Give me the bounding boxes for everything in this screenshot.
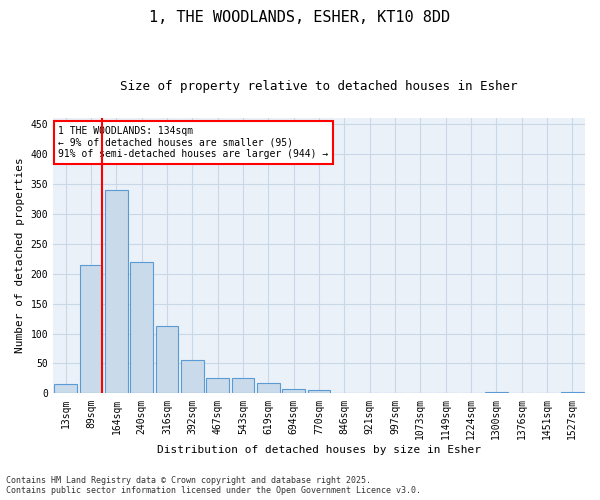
Bar	[257, 384, 280, 394]
Bar	[130, 262, 153, 394]
Title: Size of property relative to detached houses in Esher: Size of property relative to detached ho…	[120, 80, 518, 93]
Bar	[55, 384, 77, 394]
Bar	[282, 388, 305, 394]
Y-axis label: Number of detached properties: Number of detached properties	[15, 158, 25, 354]
Bar	[232, 378, 254, 394]
Bar	[358, 393, 381, 394]
Text: 1, THE WOODLANDS, ESHER, KT10 8DD: 1, THE WOODLANDS, ESHER, KT10 8DD	[149, 10, 451, 25]
Bar	[308, 390, 331, 394]
Bar	[155, 326, 178, 394]
Bar	[80, 264, 103, 394]
Bar	[105, 190, 128, 394]
Bar	[181, 360, 204, 394]
Bar	[206, 378, 229, 394]
Text: Contains HM Land Registry data © Crown copyright and database right 2025.
Contai: Contains HM Land Registry data © Crown c…	[6, 476, 421, 495]
X-axis label: Distribution of detached houses by size in Esher: Distribution of detached houses by size …	[157, 445, 481, 455]
Bar	[561, 392, 584, 394]
Bar	[485, 392, 508, 394]
Text: 1 THE WOODLANDS: 134sqm
← 9% of detached houses are smaller (95)
91% of semi-det: 1 THE WOODLANDS: 134sqm ← 9% of detached…	[58, 126, 329, 159]
